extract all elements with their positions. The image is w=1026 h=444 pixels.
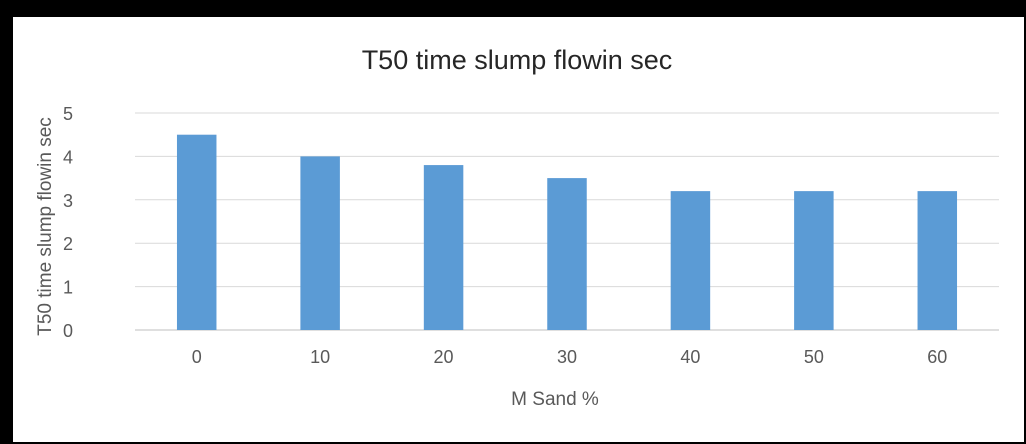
- bar: [794, 191, 834, 330]
- x-tick-label: 60: [927, 347, 947, 367]
- chart-area: T50 time slump flowin sec 0 1 2 3 4 5 0 10 20 30 40…: [13, 17, 1024, 442]
- bar: [300, 156, 340, 330]
- bar: [670, 191, 711, 330]
- bar: [176, 134, 217, 330]
- bar: [423, 165, 464, 330]
- chart-title: T50 time slump flowin sec: [362, 45, 673, 75]
- y-tick-label: 1: [63, 278, 73, 298]
- x-tick-label: 0: [192, 347, 202, 367]
- y-tick-label: 2: [63, 234, 73, 254]
- bar: [547, 178, 587, 330]
- x-tick-label: 30: [557, 347, 577, 367]
- y-axis-title: T50 time slump flowin sec: [35, 117, 56, 336]
- x-axis-title: M Sand %: [511, 389, 599, 410]
- y-tick-label: 0: [63, 321, 73, 341]
- x-tick-label: 20: [434, 347, 454, 367]
- y-tick-label: 5: [63, 104, 73, 124]
- y-tick-label: 4: [63, 147, 73, 167]
- x-tick-label: 40: [680, 347, 700, 367]
- bar: [917, 191, 958, 330]
- x-tick-label: 10: [310, 347, 330, 367]
- y-tick-label: 3: [63, 191, 73, 211]
- x-tick-label: 50: [804, 347, 824, 367]
